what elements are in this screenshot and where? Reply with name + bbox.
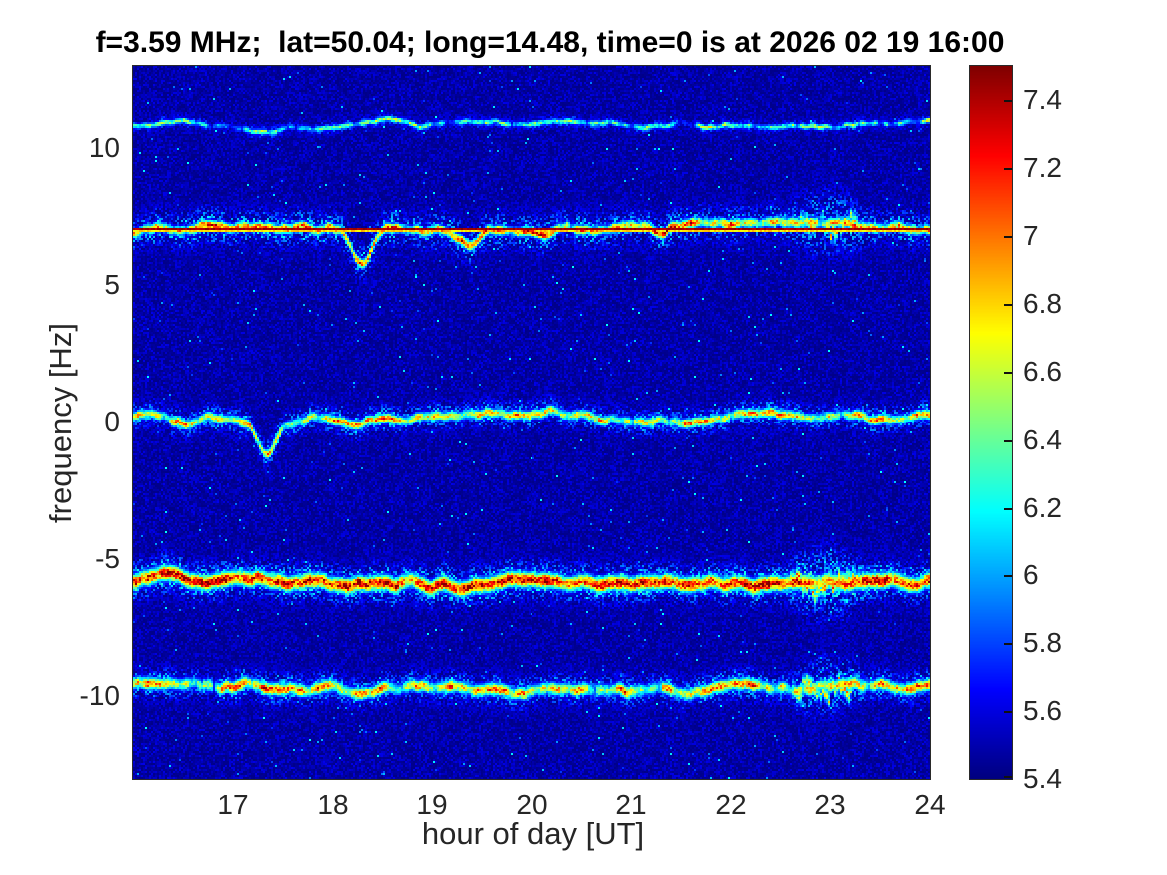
colorbar-tick-mark <box>1004 440 1012 442</box>
colorbar <box>969 65 1013 780</box>
y-tick-label: 10 <box>88 132 120 163</box>
y-tick-label: -5 <box>95 543 120 574</box>
x-tick-label: 20 <box>516 789 548 820</box>
colorbar-tick-mark <box>1004 372 1012 374</box>
colorbar-tick-mark <box>1004 236 1012 238</box>
colorbar-tick-mark <box>1004 575 1012 577</box>
colorbar-tick-label: 7 <box>1023 220 1039 251</box>
colorbar-tick-mark <box>1004 711 1012 713</box>
y-tick-label: 0 <box>104 406 120 437</box>
colorbar-gradient <box>970 66 1012 779</box>
colorbar-tick-mark <box>1004 168 1012 170</box>
x-tick-label: 24 <box>914 789 946 820</box>
colorbar-tick-label: 6.4 <box>1023 424 1062 455</box>
colorbar-tick-label: 5.4 <box>1023 763 1062 794</box>
colorbar-tick-label: 5.8 <box>1023 627 1062 658</box>
colorbar-tick-label: 6 <box>1023 559 1039 590</box>
x-tick-label: 19 <box>416 789 448 820</box>
x-tick-label: 23 <box>814 789 846 820</box>
y-tick-label: 5 <box>104 269 120 300</box>
colorbar-tick-mark <box>1004 304 1012 306</box>
colorbar-tick-mark <box>1004 643 1012 645</box>
plot-area <box>132 65 931 780</box>
colorbar-tick-label: 6.8 <box>1023 288 1062 319</box>
colorbar-tick-mark <box>1004 100 1012 102</box>
colorbar-tick-mark <box>1004 508 1012 510</box>
x-axis-label: hour of day [UT] <box>421 816 645 851</box>
colorbar-tick-label: 5.6 <box>1023 695 1062 726</box>
figure-title: f=3.59 MHz; lat=50.04; long=14.48, time=… <box>95 26 1005 59</box>
colorbar-tick-label: 6.6 <box>1023 356 1062 387</box>
x-tick-label: 17 <box>217 789 249 820</box>
x-tick-label: 18 <box>317 789 349 820</box>
colorbar-tick-mark <box>1004 776 1012 778</box>
colorbar-tick-label: 7.4 <box>1023 84 1062 115</box>
spectrogram-canvas <box>133 66 930 779</box>
colorbar-tick-label: 6.2 <box>1023 492 1062 523</box>
y-tick-label: -10 <box>79 680 120 711</box>
colorbar-tick-label: 7.2 <box>1023 152 1062 183</box>
x-tick-label: 22 <box>715 789 747 820</box>
x-tick-label: 21 <box>615 789 647 820</box>
